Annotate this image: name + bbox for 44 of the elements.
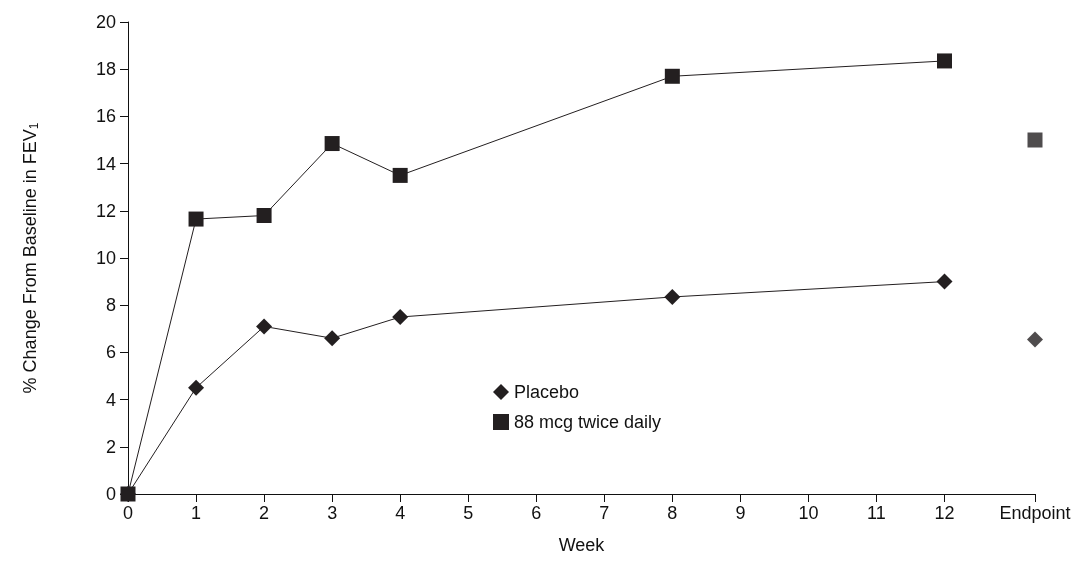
point — [392, 309, 409, 325]
y-tick-label: 12 — [95, 200, 116, 221]
y-tick-label: 10 — [95, 248, 116, 268]
point — [256, 208, 272, 224]
x-tick-label: 12 — [934, 503, 955, 523]
point — [324, 330, 341, 347]
point — [936, 273, 953, 290]
x-tick-label: 11 — [867, 503, 886, 523]
x-tick-label: 0 — [122, 503, 134, 523]
x-tick-label: 6 — [531, 503, 542, 523]
y-tick-label: 18 — [95, 59, 116, 80]
y-tick-label: 16 — [95, 106, 116, 127]
x-tick-label: 1 — [191, 503, 202, 523]
point — [324, 136, 340, 152]
y-axis-title: % Change From Baseline in FEV1 — [20, 122, 41, 394]
point — [188, 379, 205, 396]
point — [120, 486, 136, 502]
point — [664, 288, 681, 305]
point — [392, 167, 408, 183]
x-tick-label: 10 — [798, 503, 819, 523]
x-tick-label: 4 — [395, 503, 406, 523]
legend-label: Placebo — [514, 382, 580, 402]
x-tick-label: Endpoint — [999, 503, 1071, 523]
point — [1027, 331, 1043, 348]
legend-label: 88 mcg twice daily — [514, 412, 662, 432]
y-tick-label: 20 — [95, 12, 116, 32]
x-tick-label: 2 — [259, 503, 270, 523]
y-tick-label: 4 — [105, 389, 116, 410]
point — [256, 318, 273, 335]
y-tick-label: 2 — [105, 436, 116, 457]
x-tick-label: 7 — [599, 503, 610, 523]
point — [188, 211, 204, 227]
point — [1027, 132, 1043, 148]
x-tick-label: 9 — [735, 503, 746, 523]
y-tick-label: 6 — [105, 342, 116, 363]
point — [664, 68, 680, 84]
x-axis-title: Week — [558, 535, 606, 555]
point — [937, 53, 952, 69]
x-tick-label: 8 — [667, 503, 678, 523]
y-tick-label: 14 — [95, 153, 116, 174]
x-tick-label: 5 — [463, 503, 474, 523]
y-tick-label: 0 — [105, 484, 116, 504]
x-tick-label: 3 — [327, 503, 338, 523]
y-tick-label: 8 — [105, 295, 116, 316]
